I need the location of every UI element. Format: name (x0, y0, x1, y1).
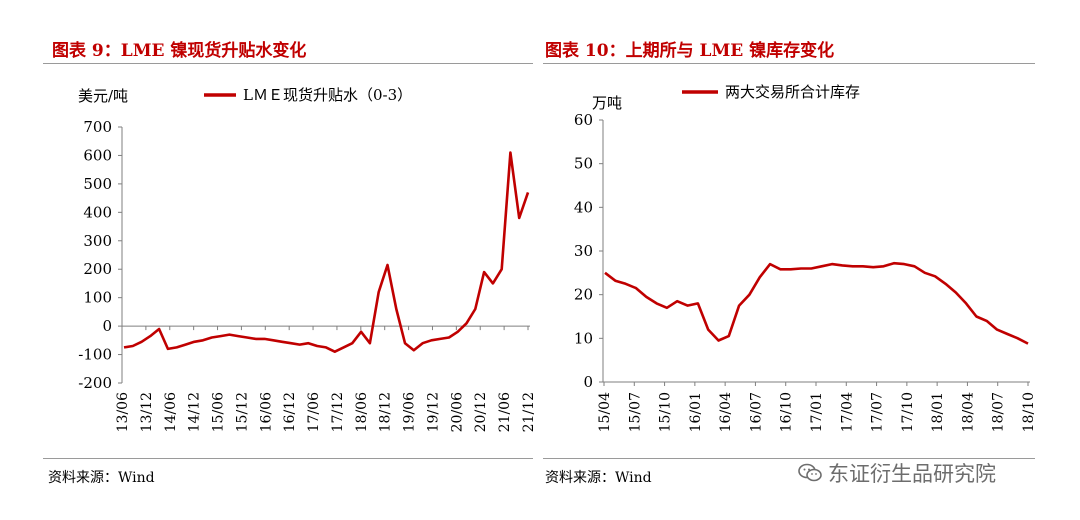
left-figure-title: 图表 9：LME 镍现货升贴水变化 (52, 41, 307, 61)
left-source: 资料来源：Wind (48, 470, 155, 486)
y-tick-label: 0 (102, 317, 112, 335)
x-tick-label: 15/07 (627, 392, 643, 432)
y-tick-label: 20 (574, 286, 593, 304)
x-tick-label: 14/06 (163, 392, 179, 432)
x-tick-label: 14/12 (187, 392, 203, 432)
x-tick-label: 18/07 (991, 392, 1007, 432)
x-tick-label: 21/12 (521, 392, 537, 432)
x-tick-label: 18/01 (930, 392, 946, 432)
series-line (604, 261, 1029, 345)
x-tick-label: 18/04 (960, 392, 976, 432)
x-tick-label: 17/01 (809, 392, 825, 432)
right-source: 资料来源：Wind (545, 470, 652, 486)
y-tick-label: 500 (83, 175, 112, 193)
x-tick-label: 15/04 (597, 392, 613, 432)
x-tick-label: 13/12 (139, 392, 155, 432)
x-tick-label: 16/06 (258, 392, 274, 432)
y-tick-label: 30 (574, 242, 593, 260)
y-tick-label: -200 (78, 374, 112, 392)
x-tick-label: 15/12 (234, 392, 250, 432)
x-tick-label: 16/04 (718, 392, 734, 432)
wechat-icon (798, 463, 822, 483)
x-tick-label: 19/12 (425, 392, 441, 432)
x-tick-label: 15/10 (658, 392, 674, 432)
x-tick-label: 18/10 (1021, 392, 1037, 432)
x-tick-label: 17/06 (306, 392, 322, 432)
right-title-rule (543, 63, 1035, 64)
left-source-rule (43, 458, 533, 459)
left-title-rule (43, 63, 533, 64)
x-tick-label: 20/12 (473, 392, 489, 432)
x-tick-label: 19/06 (402, 392, 418, 432)
x-tick-label: 17/12 (330, 392, 346, 432)
y-tick-label: -100 (78, 346, 112, 364)
y-tick-label: 400 (83, 203, 112, 221)
y-tick-label: 0 (583, 373, 593, 391)
series-line (123, 151, 530, 354)
x-tick-label: 16/10 (779, 392, 795, 432)
x-tick-label: 17/10 (900, 392, 916, 432)
watermark-text: 东证衍生品研究院 (828, 462, 996, 486)
x-tick-label: 16/07 (748, 392, 764, 432)
y-axis-title: 美元/吨 (78, 87, 128, 105)
y-tick-label: 200 (83, 260, 112, 278)
y-axis-title: 万吨 (592, 94, 622, 112)
x-tick-label: 16/01 (688, 392, 704, 432)
right-figure-title: 图表 10：上期所与 LME 镍库存变化 (545, 41, 835, 61)
y-tick-label: 10 (574, 329, 593, 347)
y-tick-label: 600 (83, 146, 112, 164)
legend-label: 两大交易所合计库存 (725, 83, 860, 101)
y-tick-label: 700 (83, 118, 112, 136)
y-tick-label: 100 (83, 289, 112, 307)
y-tick-label: 300 (83, 232, 112, 250)
x-tick-label: 17/04 (839, 392, 855, 432)
y-tick-label: 50 (574, 155, 593, 173)
x-tick-label: 21/06 (497, 392, 513, 432)
watermark: 东证衍生品研究院 (798, 458, 996, 488)
y-tick-label: 60 (574, 111, 593, 129)
right-source-rule (543, 458, 1035, 459)
x-tick-label: 16/12 (282, 392, 298, 432)
x-tick-label: 15/06 (211, 392, 227, 432)
x-tick-label: 18/06 (354, 392, 370, 432)
x-tick-label: 18/12 (378, 392, 394, 432)
x-tick-label: 20/06 (449, 392, 465, 432)
y-tick-label: 40 (574, 198, 593, 216)
legend-label: LＭＥ现货升贴水（0-3） (243, 86, 412, 104)
x-tick-label: 13/06 (115, 392, 131, 432)
x-tick-label: 17/07 (870, 392, 886, 432)
